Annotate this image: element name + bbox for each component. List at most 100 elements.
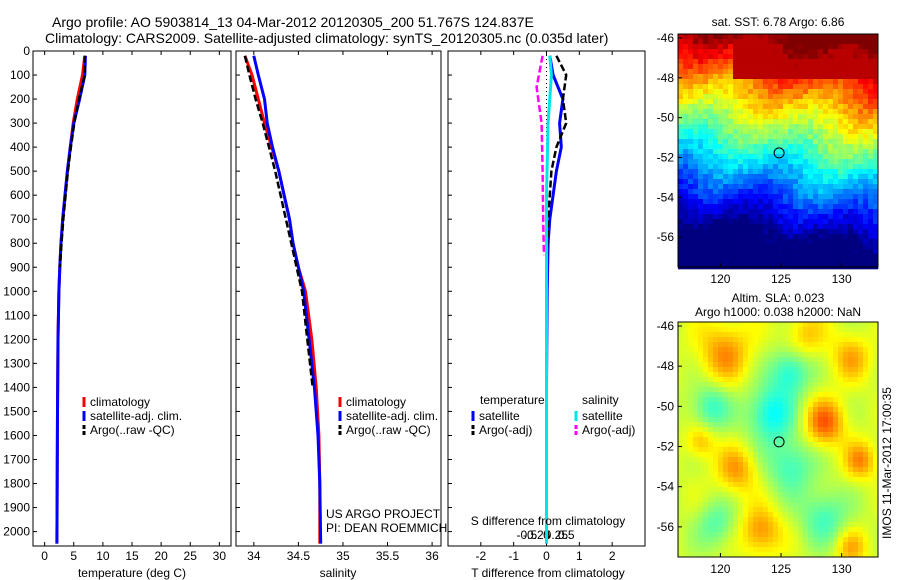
sla-cell — [713, 457, 719, 463]
sla-cell — [863, 327, 869, 333]
sla-cell — [858, 382, 864, 388]
sla-cell — [758, 467, 764, 473]
sla-cell — [863, 512, 869, 518]
sla-cell — [733, 527, 739, 533]
sla-cell — [803, 407, 809, 413]
sla-cell — [728, 357, 734, 363]
sla-cell — [738, 437, 744, 443]
sla-cell — [823, 527, 829, 533]
sla-cell — [728, 452, 734, 458]
sla-cell — [838, 387, 844, 393]
sla-cell — [768, 467, 774, 473]
sla-cell — [743, 452, 749, 458]
sla-cell — [788, 322, 794, 328]
sla-cell — [708, 492, 714, 498]
sla-cell — [803, 517, 809, 523]
sla-cell — [858, 362, 864, 368]
sla-cell — [773, 482, 779, 488]
sla-cell — [793, 487, 799, 493]
sla-cell — [723, 347, 729, 353]
sla-cell — [698, 412, 704, 418]
sla-cell — [693, 407, 699, 413]
sla-cell — [798, 502, 804, 508]
sla-cell — [768, 382, 774, 388]
sla-cell — [813, 327, 819, 333]
sla-cell — [693, 357, 699, 363]
sla-cell — [678, 332, 684, 338]
sla-cell — [758, 537, 764, 543]
sla-cell — [748, 517, 754, 523]
series-line-3 — [535, 55, 546, 256]
sla-cell — [873, 387, 879, 393]
sla-cell — [793, 552, 799, 558]
sla-cell — [868, 422, 874, 428]
sla-cell — [738, 357, 744, 363]
sla-cell — [698, 342, 704, 348]
sla-cell — [818, 537, 824, 543]
sla-cell — [738, 477, 744, 483]
sla-cell — [698, 367, 704, 373]
sla-cell — [738, 412, 744, 418]
sla-cell — [833, 322, 839, 328]
sla-cell — [833, 332, 839, 338]
sla-cell — [713, 427, 719, 433]
sla-cell — [818, 492, 824, 498]
sla-cell — [863, 397, 869, 403]
salinity-x-axis: 34 34.5 35 35.5 36 — [236, 50, 439, 563]
sla-cell — [698, 402, 704, 408]
sla-cell — [848, 392, 854, 398]
sla-cell — [803, 482, 809, 488]
sla-cell — [678, 362, 684, 368]
top-tick-label: 0.25 — [545, 528, 569, 542]
sla-cell — [763, 482, 769, 488]
sla-cell — [828, 432, 834, 438]
sla-cell — [778, 427, 784, 433]
sla-cell — [723, 477, 729, 483]
sla-cell — [688, 452, 694, 458]
sla-cell — [808, 517, 814, 523]
sla-cell — [828, 507, 834, 513]
sla-cell — [693, 537, 699, 543]
sla-cell — [748, 457, 754, 463]
sla-cell — [688, 527, 694, 533]
sla-cell — [853, 487, 859, 493]
sla-cell — [798, 542, 804, 548]
sla-cell — [868, 382, 874, 388]
sla-cell — [738, 552, 744, 558]
sla-cell — [698, 427, 704, 433]
sla-cell — [788, 377, 794, 383]
y-tick-label: 2000 — [3, 525, 30, 539]
sla-cell — [738, 362, 744, 368]
sla-cell — [683, 472, 689, 478]
sla-cell — [683, 362, 689, 368]
sla-cell — [778, 422, 784, 428]
sla-cell — [713, 522, 719, 528]
sla-cell — [688, 522, 694, 528]
sla-cell — [718, 417, 724, 423]
legend-label: Argo(..raw -QC) — [346, 423, 431, 437]
sla-cell — [818, 532, 824, 538]
sla-map-subtitle: Argo h1000: 0.038 h2000: NaN — [695, 305, 861, 319]
x-tick-label: 15 — [125, 549, 139, 563]
sla-cell — [743, 427, 749, 433]
sla-cell — [773, 392, 779, 398]
sla-cell — [873, 467, 879, 473]
sla-cell — [823, 347, 829, 353]
sla-cell — [748, 497, 754, 503]
sla-cell — [778, 492, 784, 498]
sla-cell — [823, 457, 829, 463]
sla-cell — [823, 372, 829, 378]
sla-cell — [793, 382, 799, 388]
project-credit-line1: US ARGO PROJECT — [326, 507, 441, 521]
sla-cell — [828, 477, 834, 483]
sla-cell — [703, 322, 709, 328]
sla-cell — [768, 437, 774, 443]
sla-cell — [678, 537, 684, 543]
sla-cell — [853, 462, 859, 468]
sla-cell — [758, 512, 764, 518]
sla-cell — [688, 337, 694, 343]
sla-cell — [738, 337, 744, 343]
sla-cell — [788, 497, 794, 503]
sla-cell — [688, 457, 694, 463]
sla-cell — [703, 547, 709, 553]
